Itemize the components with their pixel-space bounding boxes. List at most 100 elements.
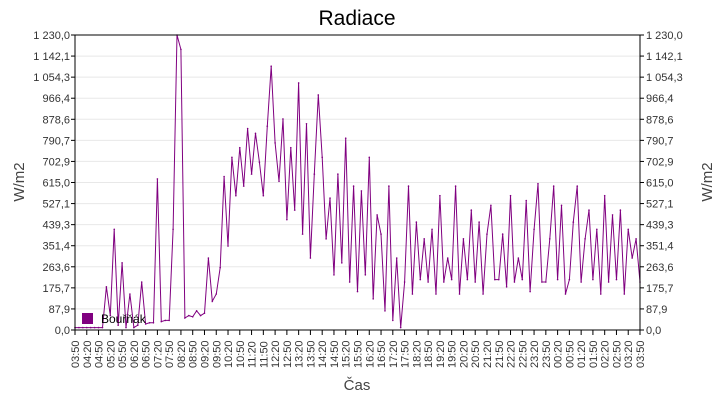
x-tick-label: 06:20	[129, 340, 141, 368]
data-point	[321, 156, 323, 159]
data-point	[203, 312, 206, 315]
legend: Bouřňák	[82, 312, 147, 326]
x-tick-label: 11:20	[247, 341, 259, 368]
data-point	[388, 185, 390, 187]
x-tick-label: 01:20	[576, 340, 588, 368]
data-point	[317, 94, 320, 96]
y-tick-label-left: 1 230,0	[33, 30, 70, 42]
data-point	[517, 257, 520, 259]
data-point	[93, 326, 96, 329]
data-point	[125, 326, 127, 329]
x-tick-label: 22:50	[517, 340, 529, 368]
y-tick-label-right: 1 142,1	[646, 51, 683, 63]
data-point	[231, 156, 233, 159]
y-tick-label-left: 87,9	[49, 304, 70, 316]
x-tick-label: 15:50	[353, 340, 365, 368]
x-tick-label: 22:20	[506, 340, 518, 368]
data-point	[446, 257, 449, 259]
data-point	[533, 228, 535, 231]
data-point	[211, 300, 214, 303]
data-point	[282, 118, 284, 120]
series-line-bourinak	[75, 34, 641, 329]
data-point	[478, 221, 480, 223]
data-point	[607, 281, 610, 283]
y-tick-label-right: 439,3	[646, 220, 674, 232]
data-point	[199, 314, 202, 317]
y-tick-label-left: 966,4	[42, 93, 70, 105]
data-point	[403, 281, 406, 283]
data-point	[129, 293, 131, 295]
y-tick-label-right: 527,1	[646, 199, 674, 211]
data-point	[431, 228, 433, 231]
data-point	[521, 278, 524, 281]
data-point	[219, 266, 221, 269]
data-point	[411, 293, 414, 295]
data-point	[301, 233, 304, 235]
data-point	[344, 137, 347, 139]
y-tick-label-left: 351,4	[42, 241, 70, 253]
data-point	[341, 262, 343, 264]
y-tick-label-right: 878,6	[646, 114, 674, 126]
data-point	[156, 178, 159, 180]
data-point	[541, 281, 543, 283]
data-point	[435, 293, 437, 295]
x-tick-label: 15:20	[341, 340, 353, 368]
data-point	[611, 214, 614, 216]
x-tick-label: 12:20	[270, 340, 282, 368]
y-tick-label-right: 615,0	[646, 178, 674, 190]
data-point	[78, 326, 80, 329]
y-tick-label-left: 878,6	[42, 114, 70, 126]
data-point	[309, 257, 312, 259]
data-point	[399, 326, 402, 329]
x-tick-label: 03:20	[623, 340, 635, 368]
data-point	[372, 298, 374, 300]
data-point	[235, 194, 237, 197]
y-tick-label-right: 790,7	[646, 135, 674, 147]
data-point	[113, 228, 116, 231]
data-point	[454, 185, 457, 187]
data-point	[490, 204, 492, 207]
x-tick-label: 07:20	[152, 340, 164, 368]
data-point	[191, 316, 194, 318]
data-point	[286, 218, 288, 221]
data-point	[97, 326, 100, 329]
data-point	[376, 214, 378, 216]
data-point	[423, 238, 426, 240]
data-point	[184, 317, 186, 319]
data-point	[180, 48, 182, 51]
data-point	[140, 281, 143, 283]
data-point	[348, 281, 351, 283]
x-tick-label: 04:50	[94, 340, 106, 368]
data-point	[105, 286, 108, 288]
data-point	[274, 142, 276, 144]
data-point	[337, 173, 339, 175]
data-point	[187, 314, 190, 317]
y-axis-label-left: W/m2	[11, 162, 28, 201]
data-point	[278, 180, 280, 183]
y-tick-label-right: 0,0	[646, 325, 661, 337]
x-tick-label: 02:50	[611, 340, 623, 368]
x-tick-label: 09:50	[211, 340, 223, 368]
data-point	[576, 185, 579, 187]
x-tick-label: 03:50	[635, 340, 647, 368]
data-point	[305, 122, 308, 125]
data-point	[635, 238, 637, 240]
legend-label: Bouřňák	[101, 312, 147, 326]
data-point	[627, 228, 630, 231]
data-point	[160, 320, 163, 323]
x-tick-label: 23:20	[529, 340, 541, 368]
data-point	[603, 194, 606, 197]
y-tick-label-left: 1 142,1	[33, 51, 70, 63]
data-point	[572, 221, 575, 223]
data-point	[474, 281, 477, 283]
y-tick-label-right: 351,4	[646, 241, 674, 253]
data-point	[415, 221, 418, 223]
data-point	[537, 182, 539, 185]
data-point	[82, 326, 84, 329]
data-point	[144, 323, 147, 325]
data-point	[313, 173, 316, 175]
data-point	[588, 209, 590, 211]
x-tick-label: 14:20	[317, 340, 329, 368]
data-point	[172, 228, 174, 231]
data-point	[505, 286, 508, 288]
